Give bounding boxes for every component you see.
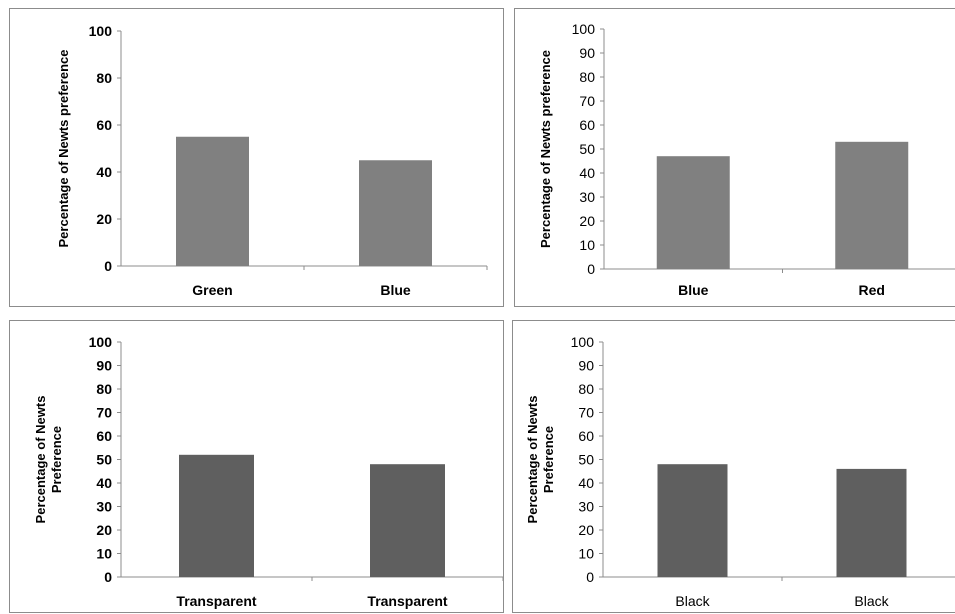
y-axis-title-line: Percentage of Newts preference	[56, 50, 71, 248]
y-tick-label: 100	[89, 334, 113, 350]
y-tick-label: 100	[89, 23, 113, 39]
y-axis-title-line: Preference	[541, 426, 556, 493]
y-axis-title: Percentage of Newts Preference	[33, 396, 64, 524]
bar-0	[176, 136, 249, 266]
y-tick-label: 90	[96, 358, 112, 374]
y-tick-label: 80	[96, 70, 112, 86]
y-tick-label: 30	[96, 499, 112, 515]
chart-panel-blue-red: 0 10 20 30 40 50 60 70 80 90 100 Blue Red Percentage …	[514, 8, 955, 307]
bar-1	[370, 464, 445, 577]
y-tick-label: 40	[96, 164, 112, 180]
y-tick-label: 50	[578, 452, 594, 468]
x-category-label: Black	[854, 593, 889, 609]
chart-transparent: 0 10 20 30 40 50 60 70 80 90 100 Transparent Transpa…	[33, 334, 504, 609]
y-tick-label: 80	[578, 381, 594, 397]
y-tick-label: 100	[571, 334, 595, 350]
y-axis-title: Percentage of Newts preference	[56, 50, 71, 248]
chart-panel-black: 0 10 20 30 40 50 60 70 80 90 100 Black Black Percenta…	[512, 320, 955, 613]
y-tick-label: 10	[96, 546, 112, 562]
x-category-label: Blue	[380, 282, 411, 298]
bar-1	[836, 468, 907, 577]
y-tick-label: 0	[587, 261, 595, 277]
x-category-label: Transparent	[367, 593, 447, 609]
chart-panel-green-blue: 0 20 40 60 80 100 Green Blue Percentage of Newts…	[9, 8, 504, 307]
y-tick-label: 60	[96, 428, 112, 444]
x-category-label: Green	[192, 282, 232, 298]
y-axis-title-line: Percentage of Newts preference	[538, 50, 553, 248]
y-tick-label: 80	[579, 69, 595, 85]
y-axis-title: Percentage of Newts preference	[538, 50, 553, 248]
x-category-label: Blue	[678, 282, 709, 298]
chart-blue-red: 0 10 20 30 40 50 60 70 80 90 100 Blue Red Percentage …	[538, 21, 955, 298]
bar-0	[657, 464, 728, 577]
y-tick-label: 70	[96, 405, 112, 421]
y-tick-label: 40	[578, 475, 594, 491]
bar-1	[359, 160, 432, 266]
bar-1	[835, 141, 909, 269]
y-tick-label: 0	[104, 569, 112, 585]
y-tick-label: 20	[578, 522, 594, 538]
x-category-label: Transparent	[176, 593, 256, 609]
y-axis-title: Percentage of Newts Preference	[525, 396, 556, 524]
y-tick-label: 60	[578, 428, 594, 444]
bar-0	[179, 454, 254, 577]
y-tick-label: 70	[578, 405, 594, 421]
chart-green-blue: 0 20 40 60 80 100 Green Blue Percentage of Newts…	[56, 23, 488, 298]
chart-panel-transparent: 0 10 20 30 40 50 60 70 80 90 100 Transparent Transpa…	[9, 320, 504, 613]
y-tick-label: 40	[579, 165, 595, 181]
y-tick-label: 20	[96, 522, 112, 538]
x-category-label: Black	[675, 593, 710, 609]
y-tick-label: 90	[579, 45, 595, 61]
y-tick-label: 90	[578, 358, 594, 374]
y-tick-label: 30	[579, 189, 595, 205]
y-tick-label: 10	[578, 546, 594, 562]
y-axis-title-line: Percentage of Newts	[525, 396, 540, 524]
y-axis-title-line: Percentage of Newts	[33, 396, 48, 524]
y-tick-label: 100	[572, 21, 596, 37]
y-axis-title-line: Preference	[49, 426, 64, 493]
y-tick-label: 80	[96, 381, 112, 397]
y-tick-label: 0	[586, 569, 594, 585]
y-tick-label: 0	[104, 258, 112, 274]
y-tick-label: 50	[96, 452, 112, 468]
y-tick-label: 30	[578, 499, 594, 515]
bar-0	[656, 156, 730, 269]
y-tick-label: 40	[96, 475, 112, 491]
y-tick-label: 20	[96, 211, 112, 227]
x-category-label: Red	[859, 282, 885, 298]
y-tick-label: 60	[96, 117, 112, 133]
y-tick-label: 70	[579, 93, 595, 109]
y-tick-label: 60	[579, 117, 595, 133]
y-tick-label: 50	[579, 141, 595, 157]
chart-black: 0 10 20 30 40 50 60 70 80 90 100 Black Black Percenta…	[525, 334, 955, 609]
y-tick-label: 20	[579, 213, 595, 229]
y-tick-label: 10	[579, 237, 595, 253]
